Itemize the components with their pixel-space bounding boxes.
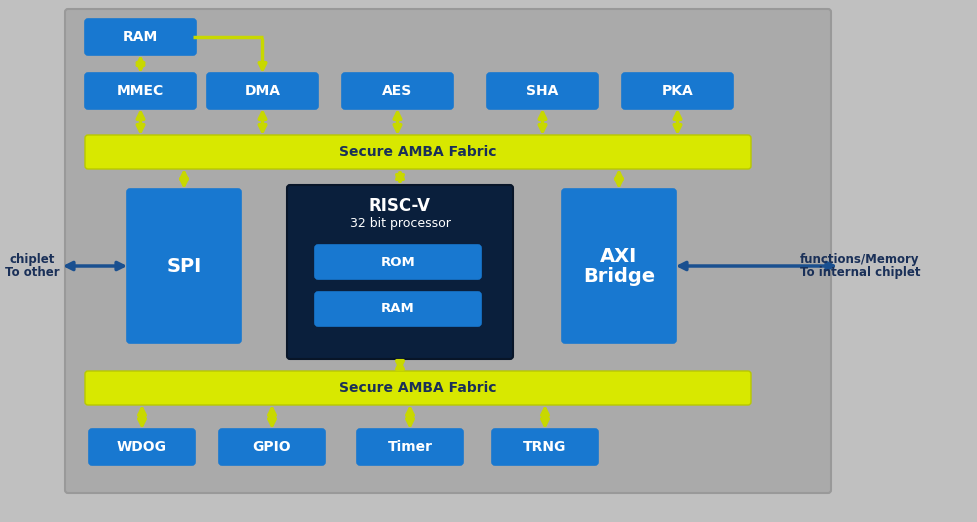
FancyBboxPatch shape <box>562 189 676 343</box>
FancyBboxPatch shape <box>207 73 318 109</box>
Text: SPI: SPI <box>166 256 201 276</box>
Text: ROM: ROM <box>381 255 415 268</box>
Text: 32 bit processor: 32 bit processor <box>350 217 450 230</box>
Text: To internal chiplet: To internal chiplet <box>800 266 920 279</box>
FancyBboxPatch shape <box>342 73 453 109</box>
FancyBboxPatch shape <box>219 429 325 465</box>
Text: DMA: DMA <box>244 84 280 98</box>
Text: GPIO: GPIO <box>253 440 291 454</box>
FancyBboxPatch shape <box>487 73 598 109</box>
Text: AES: AES <box>382 84 412 98</box>
Text: RISC-V: RISC-V <box>369 197 431 215</box>
FancyBboxPatch shape <box>65 9 831 493</box>
FancyBboxPatch shape <box>85 19 196 55</box>
Text: Bridge: Bridge <box>583 267 655 286</box>
FancyBboxPatch shape <box>85 371 751 405</box>
Text: SHA: SHA <box>527 84 559 98</box>
Text: AXI: AXI <box>601 246 638 266</box>
FancyBboxPatch shape <box>622 73 733 109</box>
FancyBboxPatch shape <box>89 429 195 465</box>
Text: WDOG: WDOG <box>117 440 167 454</box>
Text: To other: To other <box>5 266 60 279</box>
FancyBboxPatch shape <box>492 429 598 465</box>
FancyBboxPatch shape <box>127 189 241 343</box>
FancyBboxPatch shape <box>85 73 196 109</box>
FancyBboxPatch shape <box>315 245 481 279</box>
FancyBboxPatch shape <box>287 185 513 359</box>
Text: PKA: PKA <box>661 84 694 98</box>
Text: RAM: RAM <box>381 303 415 315</box>
Text: chiplet: chiplet <box>10 253 55 266</box>
Text: functions/Memory: functions/Memory <box>800 253 919 266</box>
FancyBboxPatch shape <box>357 429 463 465</box>
FancyBboxPatch shape <box>315 292 481 326</box>
Text: Secure AMBA Fabric: Secure AMBA Fabric <box>339 381 496 395</box>
Text: Secure AMBA Fabric: Secure AMBA Fabric <box>339 145 496 159</box>
Text: Timer: Timer <box>388 440 433 454</box>
Text: RAM: RAM <box>123 30 158 44</box>
Text: TRNG: TRNG <box>524 440 567 454</box>
Text: MMEC: MMEC <box>117 84 164 98</box>
FancyBboxPatch shape <box>85 135 751 169</box>
